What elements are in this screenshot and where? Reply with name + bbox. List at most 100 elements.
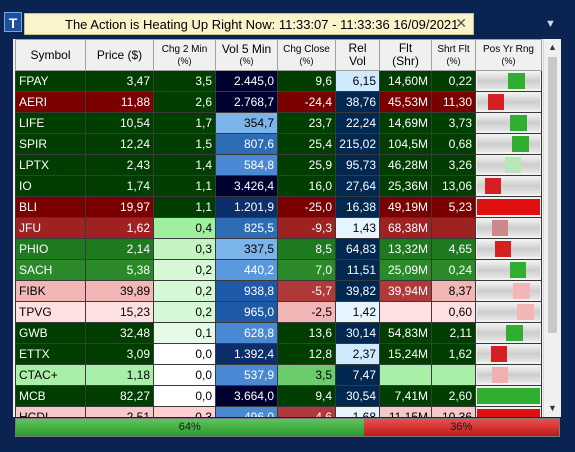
table-row[interactable]: FPAY 3,47 3,5 2.445,0 9,6 6,15 14,60M 0,22 <box>15 70 542 92</box>
year-range-bar <box>477 220 540 236</box>
cell-float: 46,28M <box>379 154 432 176</box>
cell-short-float: 13,06 <box>431 175 476 197</box>
cell-vol-5-min: 1.201,9 <box>215 196 278 218</box>
cell-rel-vol: 215,02 <box>335 133 380 155</box>
cell-symbol: SPIR <box>15 133 86 155</box>
cell-symbol: JFU <box>15 217 86 239</box>
cell-chg-2-min: 0,0 <box>153 364 216 386</box>
cell-rel-vol: 30,54 <box>335 385 380 407</box>
cell-symbol: ETTX <box>15 343 86 365</box>
cell-vol-5-min: 1.392,4 <box>215 343 278 365</box>
year-range-marker <box>484 178 501 194</box>
year-range-bar <box>477 241 540 257</box>
table-row[interactable]: LPTX 2,43 1,4 584,8 25,9 95,73 46,28M 3,26 <box>15 154 542 176</box>
cell-float: 11,15M <box>379 406 432 417</box>
cell-price: 5,38 <box>85 259 154 281</box>
cell-short-float: 4,65 <box>431 238 476 260</box>
table-row[interactable]: PHIO 2,14 0,3 337,5 8,5 64,83 13,32M 4,65 <box>15 238 542 260</box>
column-header-symbol[interactable]: Symbol <box>15 39 86 71</box>
cell-vol-5-min: 440,2 <box>215 259 278 281</box>
cell-chg-2-min: 0,2 <box>153 301 216 323</box>
cell-chg-2-min: 0,0 <box>153 343 216 365</box>
table-row[interactable]: BLI 19,97 1,1 1.201,9 -25,0 16,38 49,19M 5,23 <box>15 196 542 218</box>
cell-float: 7,41M <box>379 385 432 407</box>
cell-vol-5-min: 3.426,4 <box>215 175 278 197</box>
cell-rel-vol: 39,82 <box>335 280 380 302</box>
column-header-price[interactable]: Price ($) <box>85 39 154 71</box>
column-header-chg-close[interactable]: Chg Close (%) <box>277 39 336 71</box>
scrollbar-thumb[interactable] <box>548 57 557 333</box>
cell-rel-vol: 7,47 <box>335 364 380 386</box>
cell-short-float: 2,60 <box>431 385 476 407</box>
results-table: Symbol Price ($) Chg 2 Min (%) Vol 5 Min (%) C… <box>15 39 542 417</box>
column-header-label: Shrt Flt <box>437 44 470 55</box>
close-icon[interactable]: ✕ <box>455 15 467 31</box>
window-menu-dropdown-icon[interactable]: ▼ <box>545 18 556 30</box>
cell-price: 82,27 <box>85 385 154 407</box>
cell-short-float: 0,22 <box>431 70 476 92</box>
table-row[interactable]: TPVG 15,23 0,2 965,0 -2,5 1,42 0,60 <box>15 301 542 323</box>
column-header-unit: (%) <box>299 56 314 66</box>
table-row[interactable]: LIFE 10,54 1,7 354,7 23,7 22,24 14,69M 3,73 <box>15 112 542 134</box>
year-range-bar <box>477 157 540 173</box>
cell-symbol: SACH <box>15 259 86 281</box>
cell-short-float <box>431 364 476 386</box>
cell-price: 1,62 <box>85 217 154 239</box>
cell-vol-5-min: 628,8 <box>215 322 278 344</box>
year-range-marker <box>506 325 523 341</box>
table-row[interactable]: MCB 82,27 0,0 3.664,0 9,4 30,54 7,41M 2,60 <box>15 385 542 407</box>
column-header-rel-vol[interactable]: Rel Vol <box>335 39 380 71</box>
year-range-marker <box>488 94 505 110</box>
cell-chg-2-min: 0,2 <box>153 259 216 281</box>
year-range-marker <box>510 115 527 131</box>
cell-price: 11,88 <box>85 91 154 113</box>
cell-vol-5-min: 537,9 <box>215 364 278 386</box>
cell-short-float: 0,68 <box>431 133 476 155</box>
year-range-bar <box>477 73 540 89</box>
column-header-short-float[interactable]: Shrt Flt (%) <box>431 39 476 71</box>
year-range-marker <box>477 409 540 417</box>
year-range-marker <box>517 304 534 320</box>
table-row[interactable]: HCDI 2,51 -0,3 496,0 -4,6 1,68 11,15M 10,36 <box>15 406 542 417</box>
cell-short-float: 11,30 <box>431 91 476 113</box>
cell-rel-vol: 1,68 <box>335 406 380 417</box>
cell-short-float: 2,11 <box>431 322 476 344</box>
year-range-marker <box>477 388 540 404</box>
cell-chg-close: 16,0 <box>277 175 336 197</box>
cell-rel-vol: 64,83 <box>335 238 380 260</box>
column-header-chg-2-min[interactable]: Chg 2 Min (%) <box>153 39 216 71</box>
table-row[interactable]: GWB 32,48 0,1 628,8 13,6 30,14 54,83M 2,11 <box>15 322 542 344</box>
cell-short-float: 8,37 <box>431 280 476 302</box>
cell-float: 14,69M <box>379 112 432 134</box>
scroll-up-arrow-icon[interactable]: ▲ <box>548 42 557 52</box>
column-header-label: Symbol <box>30 47 71 62</box>
table-row[interactable]: ETTX 3,09 0,0 1.392,4 12,8 2,37 15,24M 1,62 <box>15 343 542 365</box>
cell-vol-5-min: 825,5 <box>215 217 278 239</box>
scroll-down-arrow-icon[interactable]: ▼ <box>548 403 557 413</box>
column-header-label: Chg Close <box>283 44 330 55</box>
column-header-label: Vol 5 Min <box>221 42 272 56</box>
cell-float: 39,94M <box>379 280 432 302</box>
table-row[interactable]: CTAC+ 1,18 0,0 537,9 3,5 7,47 <box>15 364 542 386</box>
year-range-marker <box>504 157 522 173</box>
cell-symbol: LPTX <box>15 154 86 176</box>
table-row[interactable]: IO 1,74 1,1 3.426,4 16,0 27,64 25,36M 13,06 <box>15 175 542 197</box>
cell-vol-5-min: 3.664,0 <box>215 385 278 407</box>
vertical-scrollbar[interactable]: ▲ ▼ <box>543 39 560 417</box>
cell-chg-2-min: 3,5 <box>153 70 216 92</box>
app-logo-icon[interactable]: T <box>4 12 22 32</box>
column-header-float[interactable]: Flt (Shr) <box>379 39 432 71</box>
cell-float: 68,38M <box>379 217 432 239</box>
table-row[interactable]: SPIR 12,24 1,5 807,6 25,4 215,02 104,5M 0,68 <box>15 133 542 155</box>
table-row[interactable]: FIBK 39,89 0,2 938,8 -5,7 39,82 39,94M 8,37 <box>15 280 542 302</box>
table-row[interactable]: SACH 5,38 0,2 440,2 7,0 11,51 25,09M 0,24 <box>15 259 542 281</box>
table-row[interactable]: AERI 11,88 2,6 2.768,7 -24,4 38,76 45,53M 11,30 <box>15 91 542 113</box>
column-header-vol-5-min[interactable]: Vol 5 Min (%) <box>215 39 278 71</box>
column-header-label: Rel <box>348 41 367 55</box>
year-range-bar <box>477 409 540 417</box>
cell-rel-vol: 95,73 <box>335 154 380 176</box>
column-header-unit: (%) <box>239 56 254 66</box>
table-row[interactable]: JFU 1,62 0,4 825,5 -9,3 1,43 68,38M <box>15 217 542 239</box>
cell-pos-yr-range <box>475 343 542 365</box>
column-header-pos-yr-range[interactable]: Pos Yr Rng (%) <box>475 39 542 71</box>
